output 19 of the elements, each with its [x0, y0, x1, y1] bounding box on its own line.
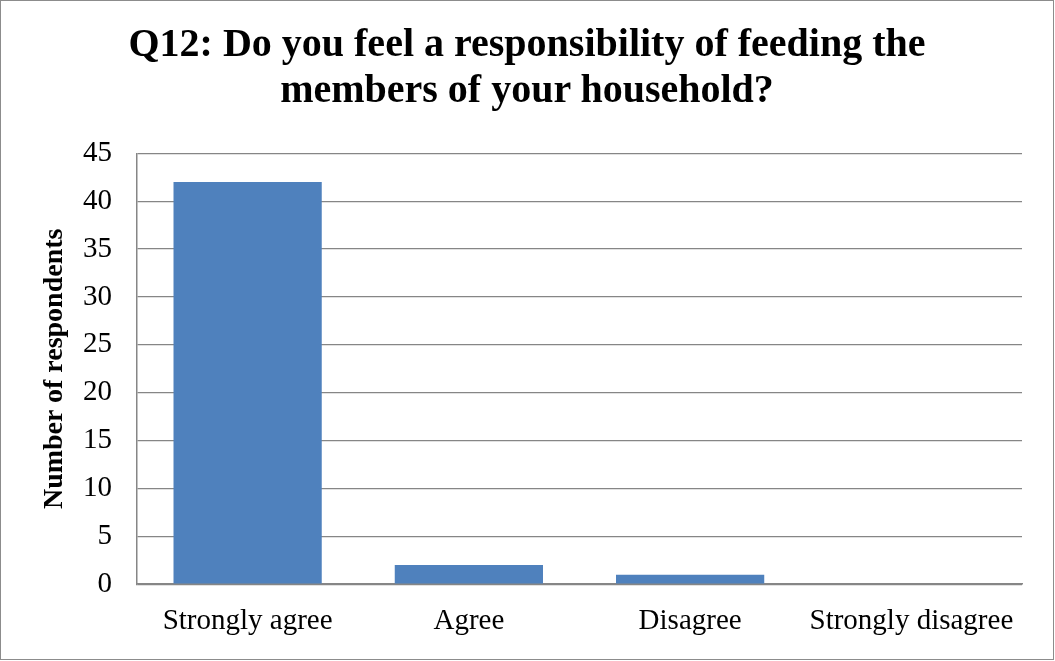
y-tick-label: 25 [83, 326, 112, 359]
y-tick-label: 10 [83, 470, 112, 503]
bar [173, 182, 322, 584]
y-tick-label: 40 [83, 182, 112, 215]
y-tick-label: 20 [83, 374, 112, 407]
y-axis-title: Number of respondents [37, 228, 69, 510]
x-tick-label: Disagree [638, 603, 742, 636]
x-tick-label: Strongly disagree [809, 603, 1014, 636]
chart-title: Q12: Do you feel a responsibility of feeding the members of your household? [127, 20, 927, 112]
y-tick-label: 15 [83, 422, 112, 455]
y-tick-label: 0 [97, 565, 112, 598]
y-tick-label: 35 [83, 230, 112, 263]
bar [616, 574, 765, 584]
y-tick-label: 5 [97, 517, 112, 550]
y-tick-label: 30 [83, 278, 112, 311]
x-tick-label: Strongly agree [162, 603, 333, 636]
y-tick-label: 45 [83, 135, 112, 168]
bar [394, 565, 543, 584]
x-tick-label: Agree [433, 603, 505, 636]
